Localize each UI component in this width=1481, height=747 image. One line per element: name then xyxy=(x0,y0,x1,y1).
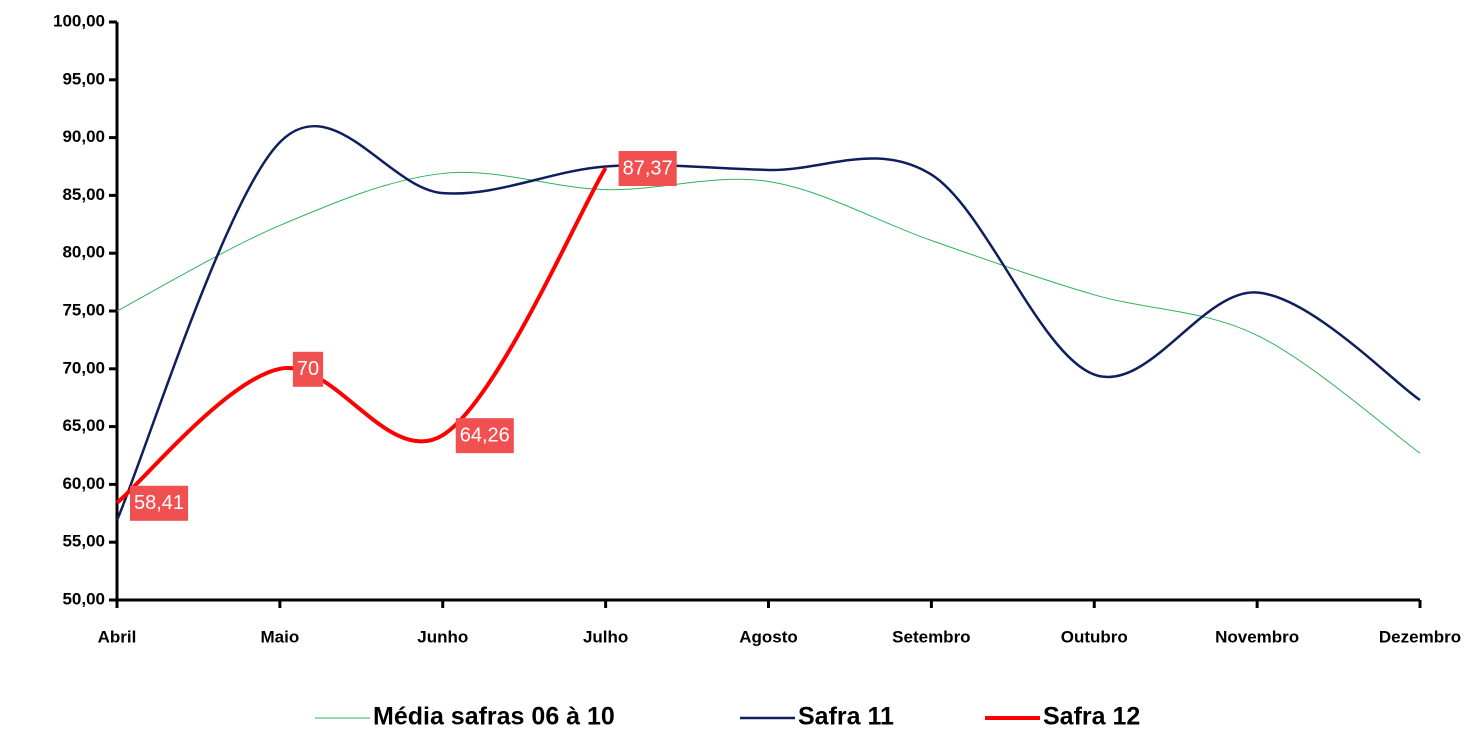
legend-label: Média safras 06 à 10 xyxy=(373,703,615,731)
x-tick-label: Junho xyxy=(417,627,468,646)
x-tick-label: Outubro xyxy=(1061,627,1128,646)
legend-label: Safra 12 xyxy=(1043,703,1140,731)
series-line xyxy=(116,171,1421,454)
series-line xyxy=(115,125,1421,521)
y-tick-label: 70,00 xyxy=(62,358,105,377)
data-label-box xyxy=(618,151,677,187)
x-tick-label: Julho xyxy=(583,627,628,646)
x-tick-label: Novembro xyxy=(1215,627,1299,646)
y-tick-label: 100,00 xyxy=(53,11,105,30)
data-label-box xyxy=(130,485,189,521)
data-label: 87,37 xyxy=(623,157,673,179)
y-tick-label: 85,00 xyxy=(62,185,105,204)
data-label-box xyxy=(455,418,514,454)
y-tick-label: 50,00 xyxy=(62,589,105,608)
y-tick-label: 90,00 xyxy=(62,127,105,146)
y-tick-label: 75,00 xyxy=(62,300,105,319)
x-tick-label: Abril xyxy=(98,627,137,646)
y-tick-label: 60,00 xyxy=(62,474,105,493)
y-tick-label: 80,00 xyxy=(62,243,105,262)
x-tick-label: Maio xyxy=(261,627,300,646)
data-label: 64,26 xyxy=(460,424,510,446)
x-tick-label: Agosto xyxy=(739,627,798,646)
x-tick-label: Setembro xyxy=(892,627,970,646)
y-tick-label: 65,00 xyxy=(62,416,105,435)
data-label-box xyxy=(292,351,324,387)
y-tick-label: 55,00 xyxy=(62,532,105,551)
series-line xyxy=(115,166,608,505)
x-tick-label: Dezembro xyxy=(1379,627,1461,646)
data-label: 70 xyxy=(297,358,319,380)
y-tick-label: 95,00 xyxy=(62,69,105,88)
legend-label: Safra 11 xyxy=(798,703,894,731)
data-label: 58,41 xyxy=(134,492,184,514)
